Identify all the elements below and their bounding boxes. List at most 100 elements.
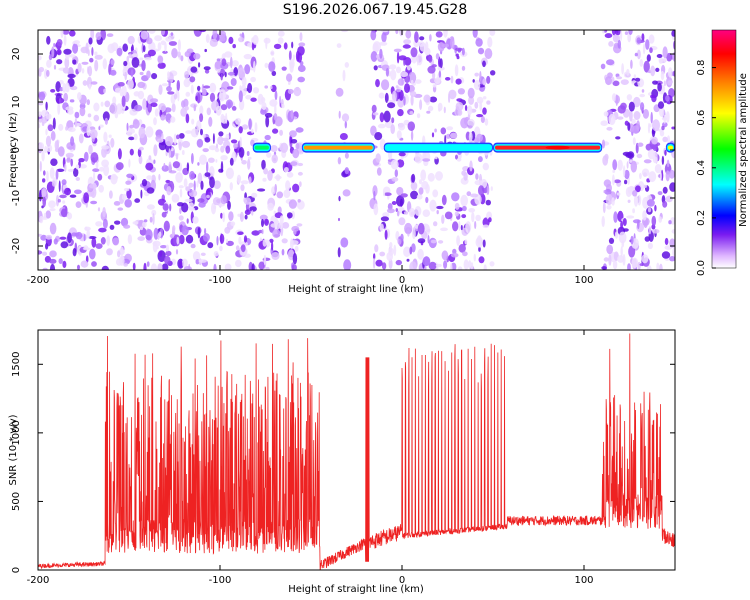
- spectrogram-noise-blob: [118, 82, 125, 87]
- spectrogram-noise-blob: [428, 55, 432, 63]
- spectrogram-noise-blob: [458, 221, 460, 231]
- spectrogram-noise-blob: [59, 195, 67, 199]
- spectrogram-noise-blob: [82, 68, 85, 74]
- spectrogram-noise-blob: [429, 200, 436, 212]
- spectrogram-noise-blob: [377, 167, 382, 176]
- spectrogram-noise-blob: [262, 229, 264, 234]
- spectrogram-noise-blob: [131, 129, 135, 133]
- spectrogram-noise-blob: [91, 47, 93, 56]
- spectrogram-noise-blob: [609, 238, 614, 244]
- spectrogram-noise-blob: [663, 58, 667, 62]
- spectrogram-noise-blob: [206, 162, 208, 173]
- spectrogram-noise-blob: [144, 57, 152, 60]
- spectrogram-noise-blob: [390, 69, 396, 80]
- spectrogram-noise-blob: [429, 34, 432, 41]
- spectrogram-noise-blob: [294, 87, 302, 96]
- spectrogram-noise-blob: [75, 112, 80, 119]
- spectrogram-noise-blob: [450, 37, 455, 49]
- spectrogram-noise-blob: [163, 203, 169, 210]
- spectrogram-noise-blob: [63, 67, 69, 73]
- spectrogram-noise-blob: [396, 260, 402, 265]
- spectrogram-noise-blob: [59, 180, 61, 192]
- spectrogram-noise-blob: [127, 79, 134, 90]
- spectrogram-noise-blob: [485, 118, 489, 125]
- spectrogram-noise-blob: [436, 31, 443, 37]
- spectrogram-noise-blob: [632, 190, 637, 196]
- spectrogram-noise-blob: [57, 103, 60, 115]
- spectrogram-noise-blob: [110, 138, 114, 148]
- spectrogram-noise-blob: [122, 44, 128, 52]
- spectrogram-noise-blob: [45, 129, 47, 136]
- spectrogram-noise-blob: [634, 111, 641, 120]
- spectrogram-noise-blob: [637, 195, 641, 206]
- spectrogram-noise-blob: [69, 54, 75, 58]
- spectrogram-noise-blob: [70, 136, 74, 146]
- spectrogram-noise-blob: [42, 252, 47, 256]
- spectrogram-noise-blob: [132, 57, 140, 68]
- spectrogram-noise-blob: [628, 27, 632, 35]
- spectrogram-noise-blob: [130, 149, 134, 156]
- spectrogram-noise-blob: [637, 143, 643, 147]
- spectrogram-noise-blob: [601, 266, 607, 270]
- spectrogram-noise-blob: [177, 202, 184, 206]
- spectrogram-noise-blob: [654, 205, 656, 212]
- spectrogram-noise-blob: [262, 178, 266, 182]
- spectrogram-noise-blob: [296, 127, 304, 132]
- spectrogram-noise-blob: [475, 173, 478, 180]
- spectrogram-noise-blob: [169, 204, 171, 212]
- carrier-band-core: [386, 146, 491, 150]
- spectrogram-noise-blob: [86, 229, 90, 239]
- spectrogram-noise-blob: [649, 34, 655, 43]
- colorbar-tick-label: 0.8: [696, 60, 707, 76]
- spectrogram-noise-blob: [456, 79, 462, 85]
- spectrogram-noise-blob: [484, 264, 487, 272]
- spectrogram-noise-blob: [345, 62, 349, 68]
- spectrogram-noise-blob: [61, 28, 64, 38]
- spectrogram-noise-blob: [272, 154, 278, 163]
- spectrogram-noise-blob: [403, 44, 411, 48]
- colorbar-tick-label: 0.0: [696, 260, 707, 276]
- spectrogram-noise-blob: [291, 226, 299, 232]
- spectrogram-noise-blob: [196, 181, 198, 188]
- spectrogram-noise-blob: [415, 206, 422, 216]
- spectrogram-noise-blob: [628, 200, 631, 203]
- spectrogram-noise-blob: [161, 133, 163, 142]
- spectrogram-ylabel: Frequency (Hz): [8, 112, 19, 188]
- spectrogram-noise-blob: [442, 250, 449, 260]
- spectrogram-noise-blob: [481, 116, 485, 123]
- spectrogram-noise-blob: [45, 243, 48, 250]
- spectrogram-noise-blob: [128, 159, 130, 168]
- spectrogram-noise-blob: [225, 113, 227, 124]
- spectrogram-noise-blob: [232, 106, 237, 111]
- spectrogram-noise-blob: [44, 146, 47, 153]
- spectrogram-ytick-label: 10: [11, 96, 22, 109]
- carrier-band-core: [668, 146, 673, 150]
- spectrogram-noise-blob: [53, 43, 55, 47]
- spectrogram-noise-blob: [297, 77, 305, 83]
- spectrogram-noise-blob: [152, 213, 154, 225]
- spectrogram-noise-blob: [103, 89, 106, 94]
- spectrogram-noise-blob: [380, 112, 385, 122]
- spectrogram-noise-blob: [107, 33, 114, 37]
- spectrogram-noise-blob: [666, 111, 670, 123]
- spectrogram-noise-blob: [340, 237, 348, 247]
- spectrogram-noise-blob: [178, 39, 181, 51]
- spectrogram-noise-blob: [63, 93, 68, 102]
- spectrogram-noise-blob: [68, 127, 76, 132]
- spectrogram-noise-blob: [647, 54, 651, 62]
- spectrogram-noise-blob: [272, 229, 280, 238]
- spectrogram-noise-blob: [475, 180, 483, 185]
- spectrogram-noise-blob: [667, 160, 670, 168]
- spectrogram-noise-blob: [155, 108, 159, 116]
- spectrogram-noise-blob: [474, 102, 478, 109]
- spectrogram-noise-blob: [298, 163, 304, 166]
- spectrogram-noise-blob: [166, 245, 169, 252]
- spectrogram-noise-blob: [87, 66, 89, 74]
- spectrogram-noise-blob: [462, 48, 465, 56]
- spectrogram-noise-blob: [186, 235, 193, 244]
- spectrogram-noise-blob: [465, 239, 468, 244]
- spectrogram-noise-blob: [396, 85, 399, 88]
- spectrogram-noise-blob: [642, 210, 647, 220]
- spectrogram-noise-blob: [403, 39, 411, 44]
- spectrogram-noise-blob: [239, 126, 243, 133]
